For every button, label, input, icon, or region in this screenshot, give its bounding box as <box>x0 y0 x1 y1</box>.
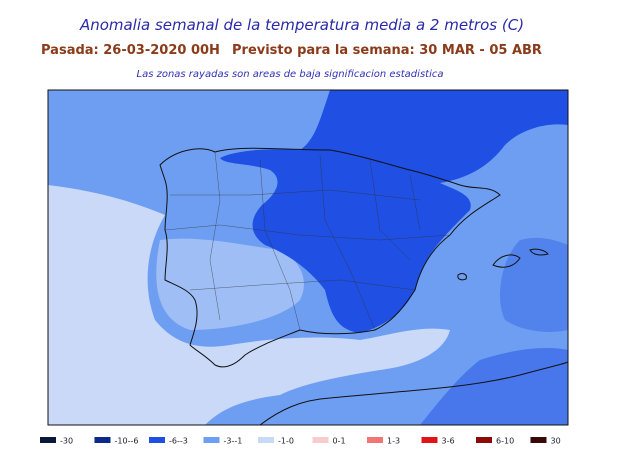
legend-swatch <box>40 437 56 443</box>
legend-swatch <box>94 437 111 443</box>
map <box>47 89 569 426</box>
legend-label: 30 <box>551 437 561 446</box>
legend-swatch <box>258 437 274 443</box>
legend-label: -3--1 <box>224 437 243 446</box>
legend-swatch <box>530 437 547 443</box>
coastline <box>457 248 549 281</box>
legend-swatch <box>476 437 492 443</box>
legend-swatch <box>149 437 165 443</box>
legend-swatch <box>367 437 383 443</box>
dark-zone <box>420 348 568 425</box>
legend-label: 0-1 <box>333 437 346 446</box>
legend-swatch <box>421 437 438 443</box>
light-zone <box>156 238 304 330</box>
province-borders <box>164 151 451 331</box>
legend-swatch <box>312 437 329 443</box>
dark-zone <box>220 90 568 333</box>
subtitle-right: Previsto para la semana: 30 MAR - 05 ABR <box>232 43 542 58</box>
legend-label: 6-10 <box>496 437 514 446</box>
legend-swatch <box>203 437 220 443</box>
coastline <box>159 147 501 368</box>
legend-label: 3-6 <box>442 437 455 446</box>
legend-label: -30 <box>60 437 73 446</box>
legend-label: 1-3 <box>387 437 400 446</box>
coastline <box>259 361 569 426</box>
note: Las zonas rayadas son areas de baja sign… <box>137 69 444 80</box>
legend-label: -1-0 <box>278 437 294 446</box>
title: Anomalia semanal de la temperatura media… <box>79 16 524 34</box>
legend: -30 -10--6 -6--3 -3--1 -1-0 0-1 1-3 3-6 6-10 30 <box>40 437 561 446</box>
legend-label: -10--6 <box>115 437 139 446</box>
legend-label: -6--3 <box>169 437 188 446</box>
subtitle-left: Pasada: 26-03-2020 00H <box>41 43 220 58</box>
light-zone <box>48 185 450 425</box>
map-frame <box>47 89 569 426</box>
